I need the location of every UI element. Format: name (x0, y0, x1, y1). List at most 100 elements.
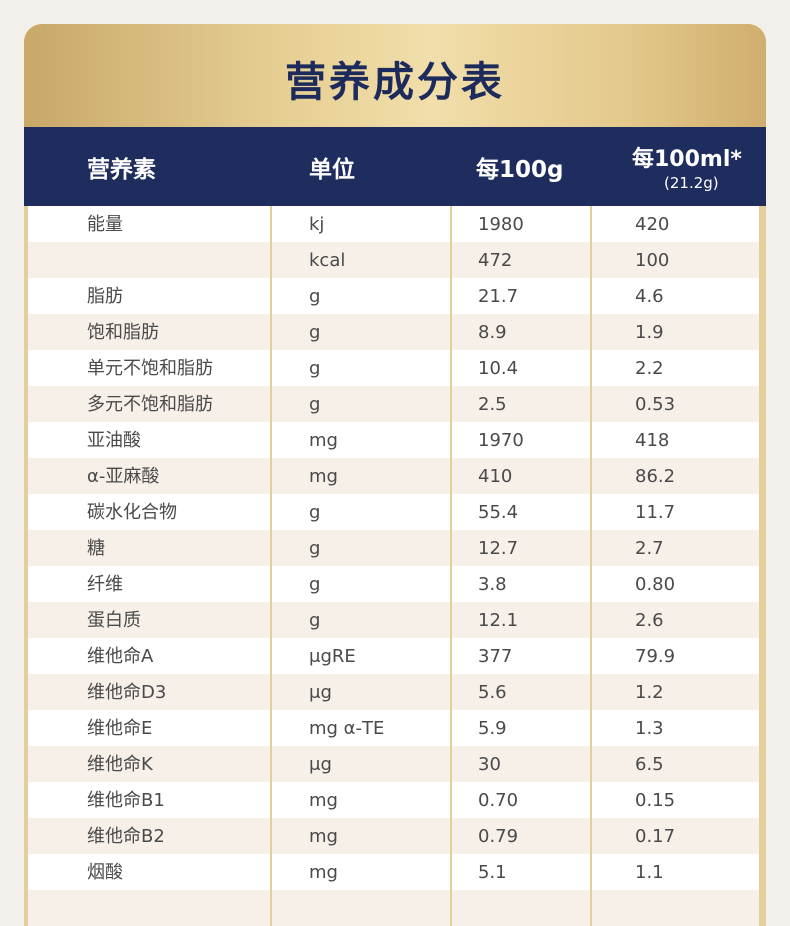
table-row: 维他命B2 mg 0.79 0.17 (28, 818, 759, 854)
nutrient-name-cell: 糖 (87, 538, 105, 559)
nutrient-name-cell: 维他命A (87, 646, 154, 667)
per-100ml-cell: 2.7 (635, 538, 664, 559)
per-100g-cell: 3.8 (478, 574, 507, 595)
table-row: 亚油酸 mg 1970 418 (28, 422, 759, 458)
table-row: 糖 g 12.7 2.7 (28, 530, 759, 566)
nutrient-name-cell: 能量 (87, 214, 123, 235)
unit-cell: g (309, 538, 321, 559)
unit-cell: μgRE (309, 646, 356, 667)
title-bar: 营养成分表 (24, 24, 766, 127)
nutrient-name-cell: 碳水化合物 (87, 502, 177, 523)
per-100ml-cell: 0.80 (635, 574, 676, 595)
per-100g-cell: 21.7 (478, 286, 519, 307)
table-header: 营养素 单位 每100g 每100ml* (21.2g) (24, 127, 766, 206)
per-100ml-cell: 418 (635, 430, 670, 451)
table-row: α-亚麻酸 mg 410 86.2 (28, 458, 759, 494)
per-100g-cell: 5.6 (478, 682, 507, 703)
per-100g-cell: 0.70 (478, 790, 519, 811)
per-100ml-cell: 0.17 (635, 826, 676, 847)
table-row: 维他命K μg 30 6.5 (28, 746, 759, 782)
per-100g-cell: 410 (478, 466, 513, 487)
page-title: 营养成分表 (285, 57, 505, 106)
per-100g-cell: 2.5 (478, 394, 507, 415)
nutrient-name-cell: 维他命K (87, 754, 153, 775)
nutrient-name-cell: α-亚麻酸 (87, 466, 160, 487)
per-100ml-cell: 100 (635, 250, 670, 271)
per-100ml-cell: 420 (635, 214, 670, 235)
per-100ml-cell: 86.2 (635, 466, 676, 487)
table-row: 蛋白质 g 12.1 2.6 (28, 602, 759, 638)
table-row: 烟酸 mg 5.1 1.1 (28, 854, 759, 890)
unit-cell: g (309, 574, 321, 595)
per-100ml-cell: 4.6 (635, 286, 664, 307)
per-100g-cell: 8.9 (478, 322, 507, 343)
per-100g-cell: 5.1 (478, 862, 507, 883)
unit-cell: kcal (309, 250, 346, 271)
column-divider (270, 206, 272, 926)
card-border-left (24, 206, 28, 926)
table-row: 多元不饱和脂肪 g 2.5 0.53 (28, 386, 759, 422)
header-per-100g-label: 每100g (476, 156, 564, 183)
table-row: 单元不饱和脂肪 g 10.4 2.2 (28, 350, 759, 386)
table-row (28, 890, 759, 926)
unit-cell: g (309, 502, 321, 523)
unit-cell: μg (309, 754, 332, 775)
card-border-right (759, 206, 766, 926)
unit-cell: mg (309, 430, 338, 451)
nutrient-name-cell: 烟酸 (87, 862, 123, 883)
per-100ml-cell: 2.6 (635, 610, 664, 631)
unit-cell: g (309, 286, 321, 307)
header-per-100ml-label: 每100ml* (632, 147, 742, 172)
table-row: 纤维 g 3.8 0.80 (28, 566, 759, 602)
per-100g-cell: 472 (478, 250, 513, 271)
per-100g-cell: 55.4 (478, 502, 519, 523)
nutrient-name-cell: 纤维 (87, 574, 123, 595)
per-100ml-cell: 11.7 (635, 502, 676, 523)
table-row: 脂肪 g 21.7 4.6 (28, 278, 759, 314)
header-per-100ml: 每100ml* (21.2g) (632, 127, 742, 206)
table-body: 能量 kj 1980 420 kcal 472 100 脂肪 g 21.7 4.6 饱和脂肪 g 8.9 1… (28, 206, 759, 926)
header-nutrient: 营养素 (87, 127, 156, 206)
per-100g-cell: 1970 (478, 430, 524, 451)
per-100ml-cell: 1.2 (635, 682, 664, 703)
per-100ml-cell: 1.9 (635, 322, 664, 343)
table-row: 能量 kj 1980 420 (28, 206, 759, 242)
per-100g-cell: 0.79 (478, 826, 519, 847)
nutrient-name-cell: 维他命B1 (87, 790, 165, 811)
unit-cell: kj (309, 214, 325, 235)
nutrient-name-cell: 维他命D3 (87, 682, 167, 703)
unit-cell: g (309, 394, 321, 415)
table-row: 碳水化合物 g 55.4 11.7 (28, 494, 759, 530)
header-per-100g: 每100g (476, 127, 563, 206)
per-100ml-cell: 0.53 (635, 394, 676, 415)
header-per-100ml-note: (21.2g) (664, 174, 719, 192)
unit-cell: mg (309, 790, 338, 811)
table-row: 饱和脂肪 g 8.9 1.9 (28, 314, 759, 350)
table-row: 维他命B1 mg 0.70 0.15 (28, 782, 759, 818)
unit-cell: g (309, 358, 321, 379)
unit-cell: mg (309, 466, 338, 487)
nutrient-name-cell: 多元不饱和脂肪 (87, 394, 213, 415)
header-nutrient-label: 营养素 (87, 156, 156, 183)
nutrient-name-cell: 蛋白质 (87, 610, 141, 631)
per-100ml-cell: 79.9 (635, 646, 676, 667)
per-100ml-cell: 1.1 (635, 862, 664, 883)
per-100g-cell: 377 (478, 646, 513, 667)
column-divider (450, 206, 452, 926)
unit-cell: mg α-TE (309, 718, 385, 739)
per-100g-cell: 12.1 (478, 610, 519, 631)
per-100ml-cell: 6.5 (635, 754, 664, 775)
unit-cell: μg (309, 682, 332, 703)
table-row: 维他命D3 μg 5.6 1.2 (28, 674, 759, 710)
per-100g-cell: 10.4 (478, 358, 519, 379)
nutrient-name-cell: 亚油酸 (87, 430, 141, 451)
nutrient-name-cell: 单元不饱和脂肪 (87, 358, 213, 379)
nutrient-name-cell: 饱和脂肪 (87, 322, 159, 343)
per-100g-cell: 5.9 (478, 718, 507, 739)
table-row: kcal 472 100 (28, 242, 759, 278)
per-100g-cell: 1980 (478, 214, 524, 235)
per-100g-cell: 30 (478, 754, 501, 775)
unit-cell: mg (309, 826, 338, 847)
unit-cell: g (309, 322, 321, 343)
nutrient-name-cell: 维他命B2 (87, 826, 165, 847)
